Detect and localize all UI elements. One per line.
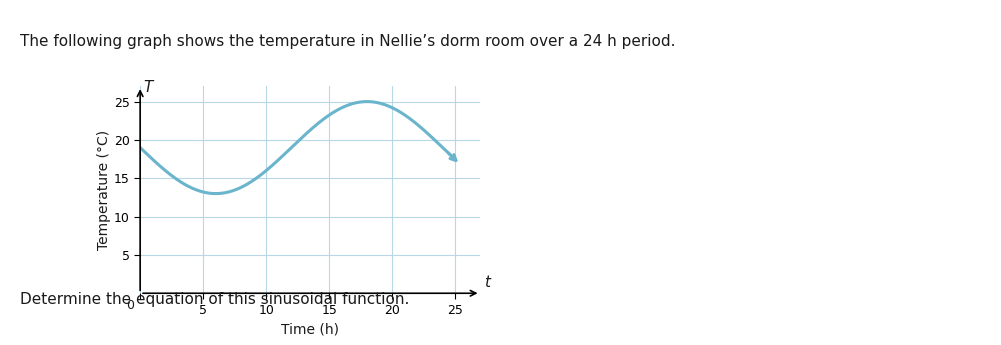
Y-axis label: Temperature (°C): Temperature (°C) [97, 130, 111, 250]
Text: t: t [484, 275, 490, 290]
Text: Determine the equation of this sinusoidal function.: Determine the equation of this sinusoida… [20, 292, 409, 307]
Text: The following graph shows the temperature in Nellie’s dorm room over a 24 h peri: The following graph shows the temperatur… [20, 34, 676, 49]
Text: T: T [143, 80, 152, 96]
X-axis label: Time (h): Time (h) [281, 322, 339, 336]
Text: 0: 0 [126, 299, 134, 312]
